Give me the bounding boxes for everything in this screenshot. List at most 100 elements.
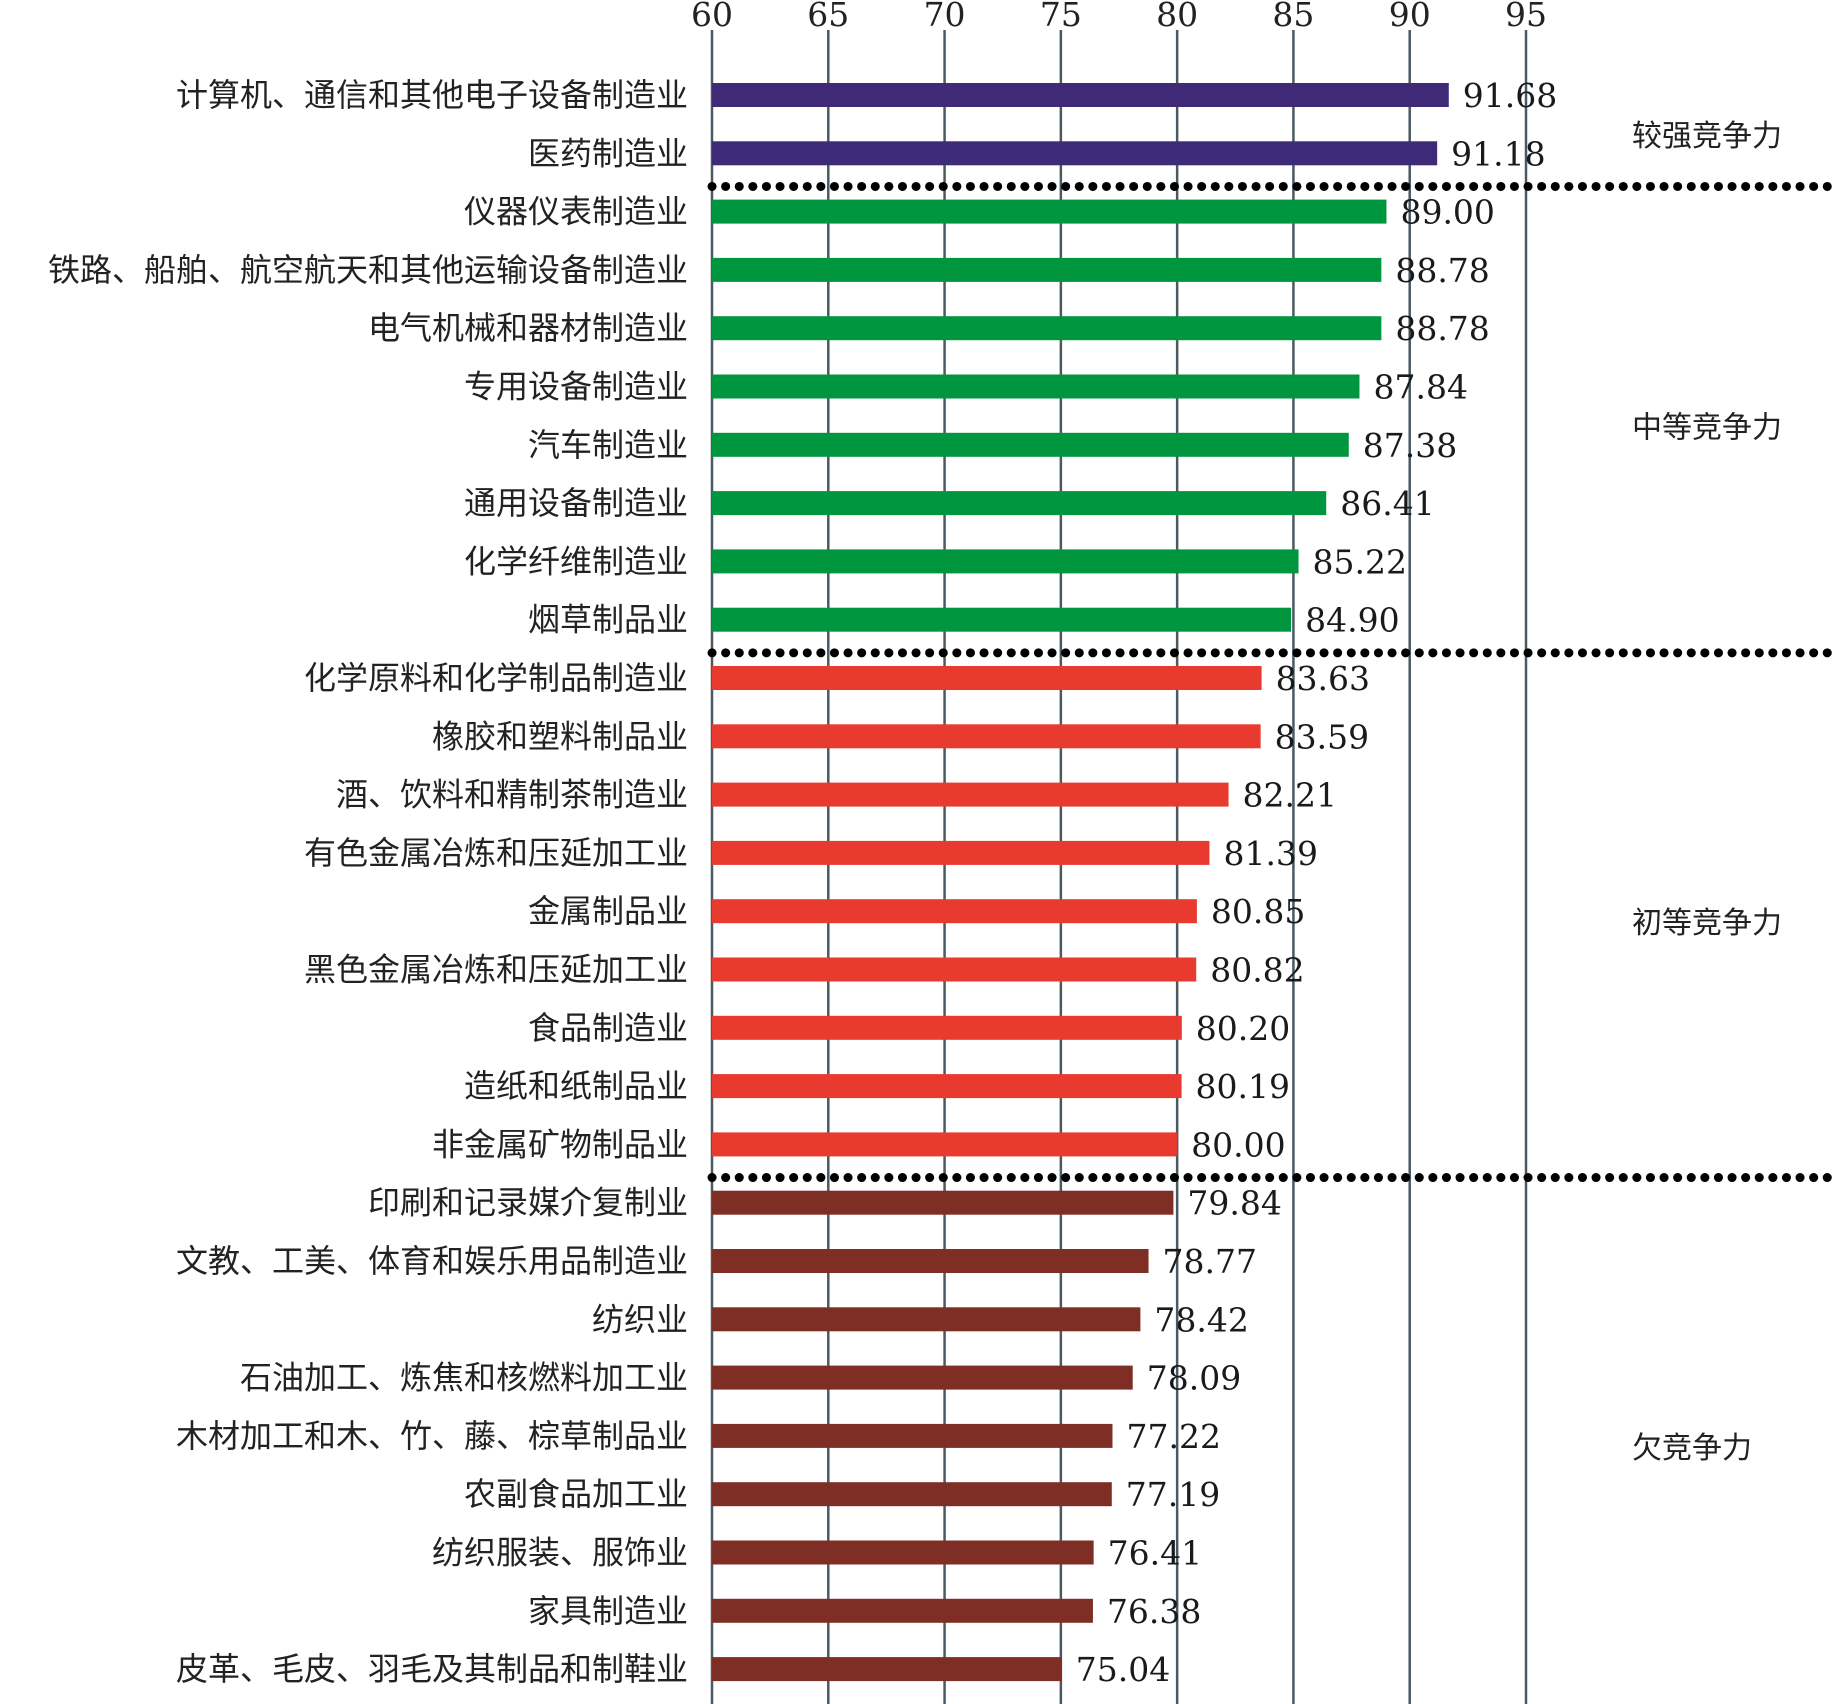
bar-1	[712, 141, 1438, 166]
bar-7	[712, 491, 1327, 516]
bar-23	[712, 1423, 1113, 1448]
category-label-12: 酒、饮料和精制茶制造业	[336, 776, 688, 814]
category-label-6: 汽车制造业	[528, 426, 688, 464]
bar-5	[712, 374, 1360, 399]
category-label-9: 烟草制品业	[528, 601, 688, 639]
group-separators	[707, 181, 1832, 1183]
value-label-2: 89.00	[1400, 193, 1494, 232]
tick-label-85: 85	[1272, 0, 1314, 34]
bar-4	[712, 316, 1382, 341]
bar-25	[712, 1540, 1094, 1565]
category-label-24: 农副食品加工业	[464, 1475, 688, 1513]
category-label-17: 造纸和纸制品业	[464, 1067, 688, 1105]
value-label-3: 88.78	[1395, 251, 1489, 290]
category-label-20: 文教、工美、体育和娱乐用品制造业	[176, 1242, 688, 1280]
category-label-7: 通用设备制造业	[464, 484, 688, 522]
value-label-13: 81.39	[1223, 834, 1317, 873]
bar-17	[712, 1074, 1182, 1099]
group-label-1: 中等竞争力	[1632, 411, 1782, 446]
category-label-23: 木材加工和木、竹、藤、棕草制品业	[176, 1417, 688, 1455]
value-label-14: 80.85	[1211, 892, 1305, 931]
value-label-8: 85.22	[1313, 542, 1407, 581]
value-label-27: 75.04	[1076, 1650, 1170, 1689]
value-label-25: 76.41	[1108, 1534, 1202, 1573]
value-label-0: 91.68	[1463, 76, 1557, 115]
group-label-3: 欠竞争力	[1632, 1431, 1752, 1466]
value-label-11: 83.59	[1275, 717, 1369, 756]
category-label-15: 黑色金属冶炼和压延加工业	[304, 951, 688, 989]
category-labels: 计算机、通信和其他电子设备制造业医药制造业仪器仪表制造业铁路、船舶、航空航天和其…	[48, 76, 688, 1688]
bar-26	[712, 1598, 1093, 1623]
value-label-21: 78.42	[1154, 1300, 1248, 1339]
category-label-18: 非金属矿物制品业	[432, 1125, 688, 1163]
value-labels: 91.68 91.18 89.00 88.78 88.78 87.84 87.38 86.41…	[1076, 76, 1557, 1689]
value-label-19: 79.84	[1187, 1184, 1281, 1223]
value-label-20: 78.77	[1163, 1242, 1257, 1281]
group-label-2: 初等竞争力	[1632, 906, 1782, 941]
category-label-5: 专用设备制造业	[464, 368, 688, 406]
bar-9	[712, 607, 1292, 632]
bar-18	[712, 1132, 1178, 1157]
tick-label-60: 60	[691, 0, 733, 34]
category-label-19: 印刷和记录媒介复制业	[368, 1184, 688, 1222]
value-label-4: 88.78	[1395, 309, 1489, 348]
value-label-5: 87.84	[1373, 368, 1467, 407]
bar-19	[712, 1190, 1174, 1215]
bar-24	[712, 1482, 1112, 1507]
bar-11	[712, 724, 1261, 749]
value-label-6: 87.38	[1363, 426, 1457, 465]
category-label-13: 有色金属冶炼和压延加工业	[304, 834, 688, 872]
bar-3	[712, 257, 1382, 282]
value-label-18: 80.00	[1191, 1125, 1285, 1164]
bar-10	[712, 666, 1262, 690]
grid-layer	[710, 30, 1528, 1704]
tick-label-70: 70	[924, 0, 966, 34]
category-label-16: 食品制造业	[528, 1009, 688, 1047]
category-label-11: 橡胶和塑料制品业	[432, 717, 688, 755]
bar-27	[712, 1657, 1062, 1682]
x-axis-ticks: 60 65 70 75 80 85 90 95	[691, 0, 1547, 34]
bars	[712, 83, 1449, 1682]
bar-8	[712, 549, 1299, 574]
category-label-14: 金属制品业	[528, 892, 688, 930]
bar-0	[712, 83, 1449, 107]
category-label-3: 铁路、船舶、航空航天和其他运输设备制造业	[48, 251, 688, 289]
tick-label-80: 80	[1156, 0, 1198, 34]
tick-label-75: 75	[1040, 0, 1082, 34]
category-label-1: 医药制造业	[528, 134, 688, 172]
value-label-23: 77.22	[1126, 1417, 1220, 1456]
value-label-1: 91.18	[1451, 134, 1545, 173]
value-label-24: 77.19	[1126, 1475, 1220, 1514]
value-label-17: 80.19	[1196, 1067, 1290, 1106]
value-label-26: 76.38	[1107, 1592, 1201, 1631]
category-label-8: 化学纤维制造业	[464, 542, 688, 580]
bar-12	[712, 782, 1229, 807]
value-label-16: 80.20	[1196, 1009, 1290, 1048]
category-label-0: 计算机、通信和其他电子设备制造业	[176, 76, 688, 114]
category-label-27: 皮革、毛皮、羽毛及其制品和制鞋业	[176, 1650, 688, 1688]
bar-14	[712, 899, 1197, 924]
bar-16	[712, 1015, 1182, 1040]
bar-6	[712, 432, 1349, 457]
value-label-7: 86.41	[1340, 484, 1434, 523]
tick-label-65: 65	[807, 0, 849, 34]
bar-22	[712, 1365, 1133, 1390]
value-label-15: 80.82	[1210, 951, 1304, 990]
value-label-22: 78.09	[1147, 1359, 1241, 1398]
bar-13	[712, 840, 1210, 865]
bar-15	[712, 957, 1197, 982]
category-label-22: 石油加工、炼焦和核燃料加工业	[240, 1359, 688, 1397]
bar-21	[712, 1307, 1141, 1332]
tick-label-90: 90	[1389, 0, 1431, 34]
value-label-10: 83.63	[1276, 659, 1370, 698]
group-label-0: 较强竞争力	[1632, 119, 1782, 154]
category-label-25: 纺织服装、服饰业	[432, 1534, 688, 1572]
tick-label-95: 95	[1505, 0, 1547, 34]
category-label-21: 纺织业	[592, 1300, 688, 1338]
category-label-4: 电气机械和器材制造业	[368, 309, 688, 347]
category-label-26: 家具制造业	[528, 1592, 688, 1630]
category-label-2: 仪器仪表制造业	[464, 193, 688, 231]
bar-2	[712, 199, 1387, 224]
